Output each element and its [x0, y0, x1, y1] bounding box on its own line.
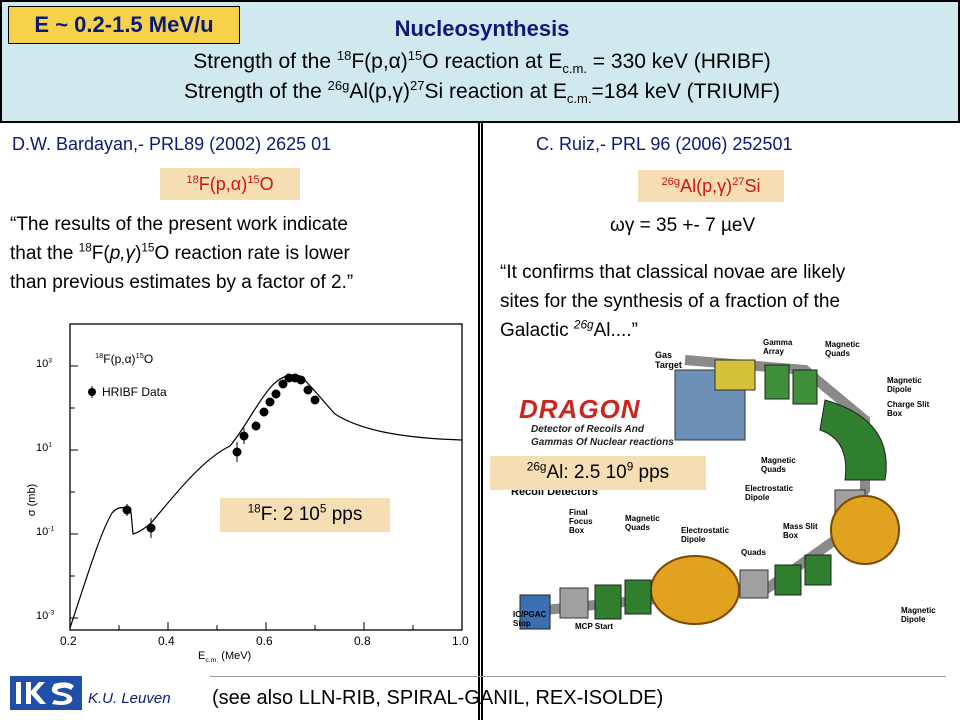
data-point: [251, 421, 261, 431]
data-point: [146, 523, 156, 533]
see-also-note: (see also LLN-RIB, SPIRAL-GANIL, REX-ISO…: [212, 687, 664, 709]
dragon-subtitle-2: Gammas Of Nuclear reactions: [531, 437, 674, 448]
x-ticks: [69, 622, 414, 630]
label-magnetic-dipole-2: Magnetic Dipole: [901, 606, 936, 624]
right-pps-box: 26gAl: 2.5 109 pps: [490, 456, 706, 490]
theory-curve: [69, 374, 463, 629]
dragon-subtitle-1: Detector of Recoils And: [531, 424, 644, 435]
left-pps-box: 18F: 2 105 pps: [220, 498, 390, 532]
data-point: [310, 395, 320, 405]
label-magnetic-dipole: Magnetic Dipole: [887, 376, 922, 394]
left-quote-line-3: than previous estimates by a factor of 2…: [10, 272, 354, 293]
data-point: [271, 389, 281, 399]
x-axis-label: Ec.m. (MeV): [198, 650, 252, 665]
magnetic-quad: [774, 564, 802, 596]
dragon-svg: [519, 355, 900, 630]
header-line-1: Strength of the 18F(p,α)15O reaction at …: [193, 48, 771, 77]
energy-badge: E ~ 0.2-1.5 MeV/u: [8, 6, 240, 44]
data-point: [278, 379, 288, 389]
x-tick-label: 0.2: [60, 634, 77, 648]
slide-title: Nucleosynthesis: [394, 16, 570, 41]
right-quote-line-1: “It confirms that classical novae are li…: [500, 262, 846, 283]
magnetic-quad: [624, 579, 652, 615]
label-magnetic-quads-3: Magnetic Quads: [625, 514, 660, 532]
final-focus-box: [559, 587, 589, 619]
data-point: [296, 375, 306, 385]
x-tick-label: 0.4: [158, 634, 175, 648]
data-point: [265, 397, 275, 407]
electrostatic-dipole-lower: [650, 555, 740, 625]
data-point: [259, 407, 269, 417]
plot-svg: [69, 323, 463, 631]
label-final-focus-box: Final Focus Box: [569, 508, 593, 535]
magnetic-quad: [792, 369, 818, 405]
magnetic-quad: [764, 364, 790, 400]
y-ticks: [70, 365, 78, 619]
right-quote-line-3: Galactic 26gAl....”: [500, 318, 638, 341]
y-axis-label: σ (mb): [26, 483, 39, 517]
iks-logo: [10, 676, 82, 710]
header-banner: E ~ 0.2-1.5 MeV/u Nucleosynthesis Streng…: [0, 0, 960, 123]
legend-data-label: HRIBF Data: [102, 385, 167, 399]
y-tick-label: 103: [36, 357, 53, 370]
institution-label: K.U. Leuven: [88, 690, 171, 707]
plot-frame: [69, 323, 463, 631]
gamma-array: [714, 359, 756, 391]
label-gas-target: Gas Target: [655, 350, 682, 370]
right-reference: C. Ruiz,- PRL 96 (2006) 252501: [536, 134, 793, 154]
left-reference: D.W. Bardayan,- PRL89 (2002) 2625 01: [12, 134, 332, 154]
right-quote: “It confirms that classical novae are li…: [500, 258, 950, 345]
y-tick-label: 10-3: [36, 609, 55, 622]
magnetic-dipole: [819, 399, 887, 481]
magnetic-quad: [804, 554, 832, 586]
right-quote-line-2: sites for the synthesis of a fraction of…: [500, 291, 841, 312]
omega-gamma-value: ωγ = 35 +- 7 µeV: [610, 215, 756, 236]
left-reaction-box: 18F(p,α)15O: [160, 168, 300, 200]
data-point: [232, 447, 242, 457]
header-line-2: Strength of the 26gAl(p,γ)27Si reaction …: [184, 78, 780, 107]
magnetic-quad: [594, 584, 622, 620]
legend-reaction: 18F(p,α)15O: [95, 351, 154, 366]
x-tick-label: 1.0: [452, 634, 469, 648]
label-magnetic-quads-2: Magnetic Quads: [761, 456, 796, 474]
left-quote-line-1: “The results of the present work indicat…: [10, 214, 348, 235]
data-points: [122, 373, 320, 538]
cross-section-plot: 18F(p,α)15O HRIBF Data 103 101 10-1 10-3…: [26, 318, 476, 674]
label-electrostatic-dipole: Electrostatic Dipole: [745, 484, 794, 502]
electrostatic-dipole: [830, 495, 900, 565]
x-tick-label: 0.6: [256, 634, 273, 648]
footer-rule: [210, 676, 946, 677]
mass-slit-box: [739, 569, 769, 599]
x-tick-label: 0.8: [354, 634, 371, 648]
recoil-detectors: [519, 594, 551, 630]
left-quote-line-2: that the 18F(p,γ)15O reaction rate is lo…: [10, 241, 350, 264]
data-point: [303, 385, 313, 395]
label-gamma-array: Gamma Array: [763, 338, 793, 356]
data-point: [122, 505, 132, 515]
label-charge-slit-box: Charge Slit Box: [887, 400, 930, 418]
y-tick-label: 10-1: [36, 525, 55, 538]
label-quads: Quads: [741, 548, 766, 557]
label-electrostatic-dipole-2: Electrostatic Dipole: [681, 526, 730, 544]
label-mcp-start: MCP Start: [575, 622, 614, 631]
data-point: [239, 431, 249, 441]
label-magnetic-quads: Magnetic Quads: [825, 340, 860, 358]
dragon-logo: DRAGON: [519, 394, 641, 424]
label-mass-slit-box: Mass Slit Box: [783, 522, 818, 540]
y-tick-label: 101: [36, 441, 53, 454]
column-divider: [478, 121, 483, 720]
dragon-facility-diagram: DRAGON Detector of Recoils And Gammas Of…: [505, 338, 945, 640]
plot-legend: [88, 386, 96, 398]
right-reaction-box: 26gAl(p,γ)27Si: [638, 170, 784, 202]
label-ic-pgac-stop: IC/PGAC Stop: [513, 610, 547, 628]
left-quote: “The results of the present work indicat…: [10, 210, 475, 297]
